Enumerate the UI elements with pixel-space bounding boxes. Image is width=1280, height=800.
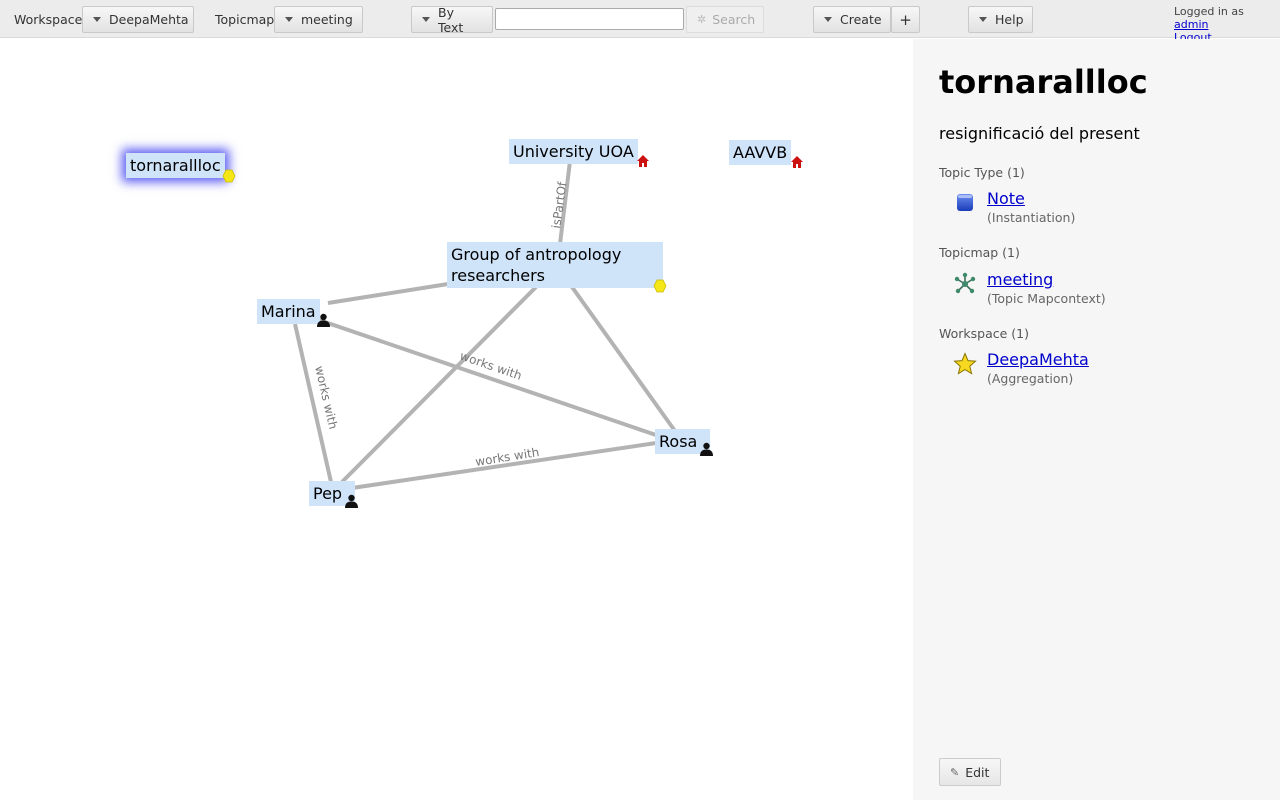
search-mode-select[interactable]: By Text	[411, 4, 493, 35]
help-button-label: Help	[995, 12, 1024, 27]
detail-panel: tornarallloc resignificació del present …	[913, 39, 1280, 800]
topic-text: resignificació del present	[939, 124, 1140, 143]
chevron-down-icon	[285, 17, 293, 22]
related-workspace: DeepaMehta (Aggregation)	[953, 350, 1253, 390]
topicmap-canvas[interactable]: isPartOf works with works with works wit…	[0, 39, 913, 800]
topic-label: Pep	[313, 484, 343, 503]
workspace-select[interactable]: DeepaMehta	[82, 6, 194, 33]
workspace-role: (Aggregation)	[987, 371, 1074, 386]
gear-icon: ✲	[697, 13, 707, 26]
topic-university-uoa[interactable]: University UOA	[509, 139, 638, 164]
association-label: isPartOf	[549, 180, 570, 229]
person-icon	[700, 442, 713, 456]
association-edge[interactable]	[351, 441, 657, 490]
topicmap-link[interactable]: meeting	[987, 270, 1054, 289]
create-button[interactable]: Create	[813, 6, 891, 33]
add-button[interactable]: +	[891, 6, 920, 33]
association-edge[interactable]	[558, 160, 572, 245]
edit-button-label: Edit	[965, 764, 990, 780]
topic-pep[interactable]: Pep	[309, 481, 355, 506]
topic-label: University UOA	[513, 142, 634, 161]
workspace-select-value: DeepaMehta	[109, 12, 189, 27]
topic-label: Marina	[261, 302, 316, 321]
association-edge[interactable]	[315, 317, 657, 437]
search-button-label: Search	[712, 12, 756, 27]
search-button[interactable]: ✲ Search	[686, 6, 764, 33]
institution-house-icon	[637, 155, 649, 167]
note-dot-icon	[653, 279, 667, 293]
workspace-link[interactable]: DeepaMehta	[987, 350, 1089, 369]
pencil-icon: ✎	[950, 765, 960, 779]
topic-type-link[interactable]: Note	[987, 189, 1025, 208]
topic-label: tornarallloc	[130, 156, 221, 175]
topic-marina[interactable]: Marina	[257, 299, 320, 324]
topicmap-select-value: meeting	[301, 12, 353, 27]
logged-in-text: Logged in as	[1174, 5, 1244, 18]
association-layer: isPartOf works with works with works wit…	[293, 160, 677, 490]
search-input[interactable]	[495, 8, 684, 30]
user-link[interactable]: admin	[1174, 18, 1209, 31]
topic-tornarallloc[interactable]: tornarallloc	[126, 153, 225, 178]
topic-label-line: Group of antropology	[451, 245, 622, 264]
chevron-down-icon	[93, 17, 101, 22]
person-icon	[317, 313, 330, 327]
association-edge[interactable]	[570, 285, 677, 433]
create-button-label: Create	[840, 12, 882, 27]
workspace-heading: Workspace (1)	[939, 326, 1030, 341]
workspace-label: Workspace	[14, 12, 83, 27]
topic-type-role: (Instantiation)	[987, 210, 1076, 225]
topicmap-role: (Topic Mapcontext)	[987, 291, 1106, 306]
chevron-down-icon	[422, 17, 430, 22]
person-icon	[345, 494, 358, 508]
search-mode-value: By Text	[438, 4, 464, 35]
association-edge[interactable]	[327, 282, 449, 305]
workspace-star-icon	[953, 352, 977, 375]
chevron-down-icon	[824, 17, 832, 22]
toolbar: Workspace DeepaMehta Topicmap meeting By…	[0, 0, 1280, 44]
edit-button[interactable]: ✎ Edit	[939, 758, 1001, 786]
institution-house-icon	[791, 156, 803, 168]
topic-label: Rosa	[659, 432, 698, 451]
topic-group-of-antropology-researchers[interactable]: Group of antropology researchers	[447, 242, 663, 288]
topic-type-heading: Topic Type (1)	[939, 165, 1025, 180]
help-button[interactable]: Help	[968, 6, 1033, 33]
topicmap-heading: Topicmap (1)	[939, 245, 1020, 260]
topicmap-network-icon	[954, 272, 976, 294]
page-title: tornarallloc	[939, 63, 1148, 101]
association-edge[interactable]	[293, 323, 333, 483]
related-topicmap: meeting (Topic Mapcontext)	[953, 270, 1253, 310]
topic-aavvb[interactable]: AAVVB	[729, 140, 792, 165]
association-edge[interactable]	[340, 285, 538, 484]
chevron-down-icon	[979, 17, 987, 22]
note-type-icon	[957, 194, 973, 211]
topicmap-label: Topicmap	[215, 12, 275, 27]
topic-label-line: researchers	[451, 266, 545, 285]
topic-rosa[interactable]: Rosa	[655, 429, 710, 454]
note-dot-icon	[222, 169, 236, 183]
topic-label: AAVVB	[733, 143, 788, 162]
related-topic-type: Note (Instantiation)	[953, 189, 1253, 229]
topicmap-select[interactable]: meeting	[274, 6, 363, 33]
